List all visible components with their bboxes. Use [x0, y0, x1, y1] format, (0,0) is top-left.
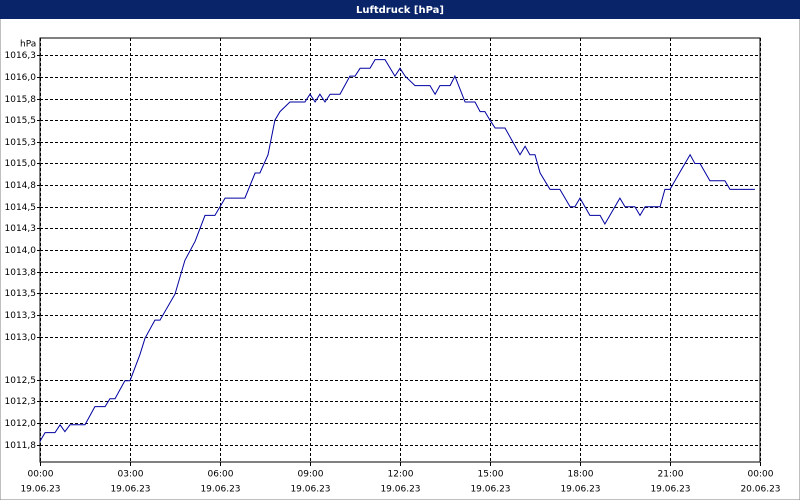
- y-tick-label: 1014,5: [5, 203, 37, 213]
- x-tick-label: 18:00: [568, 470, 594, 480]
- x-tick-label: 12:00: [388, 470, 414, 480]
- y-tick-label: 1012,5: [5, 376, 37, 386]
- x-tick-date: 19.06.23: [110, 485, 150, 495]
- y-tick-label: 1016,3: [5, 51, 37, 61]
- y-tick-label: 1012,0: [5, 419, 37, 429]
- y-tick-label: 1013,5: [5, 289, 37, 299]
- data-line: [39, 59, 755, 442]
- y-tick-label: 1015,8: [5, 95, 37, 105]
- x-tick-date: 19.06.23: [200, 485, 240, 495]
- x-tick-label: 21:00: [658, 470, 684, 480]
- y-tick-label: 1013,0: [5, 333, 37, 343]
- chart-title: Luftdruck [hPa]: [356, 5, 444, 16]
- title-bar: [0, 0, 800, 19]
- x-tick-label: 03:00: [118, 470, 144, 480]
- x-tick-date: 19.06.23: [470, 485, 510, 495]
- x-tick-date: 19.06.23: [560, 485, 600, 495]
- y-tick-label: 1014,3: [5, 224, 37, 234]
- x-tick-label: 00:00: [28, 470, 54, 480]
- x-tick-date: 19.06.23: [20, 485, 60, 495]
- y-tick-label: 1015,3: [5, 138, 37, 148]
- x-tick-label: 06:00: [208, 470, 234, 480]
- y-tick-label: 1016,0: [5, 73, 37, 83]
- y-tick-label: 1015,5: [5, 116, 37, 126]
- x-tick-date: 19.06.23: [650, 485, 690, 495]
- y-tick-label: 1011,8: [5, 441, 37, 451]
- y-tick-label: 1012,3: [5, 397, 37, 407]
- y-unit: hPa: [20, 40, 36, 50]
- x-tick-date: 19.06.23: [290, 485, 330, 495]
- y-tick-label: 1013,8: [5, 268, 37, 278]
- y-tick-label: 1015,0: [5, 159, 37, 169]
- y-tick-label: 1014,8: [5, 181, 37, 191]
- x-tick-label: 09:00: [298, 470, 324, 480]
- x-tick-date: 19.06.23: [380, 485, 420, 495]
- x-tick-label: 15:00: [478, 470, 504, 480]
- x-tick-date: 20.06.23: [740, 485, 780, 495]
- y-tick-label: 1013,3: [5, 311, 37, 321]
- y-tick-label: 1014,0: [5, 246, 37, 256]
- x-tick-label: 00:00: [748, 470, 774, 480]
